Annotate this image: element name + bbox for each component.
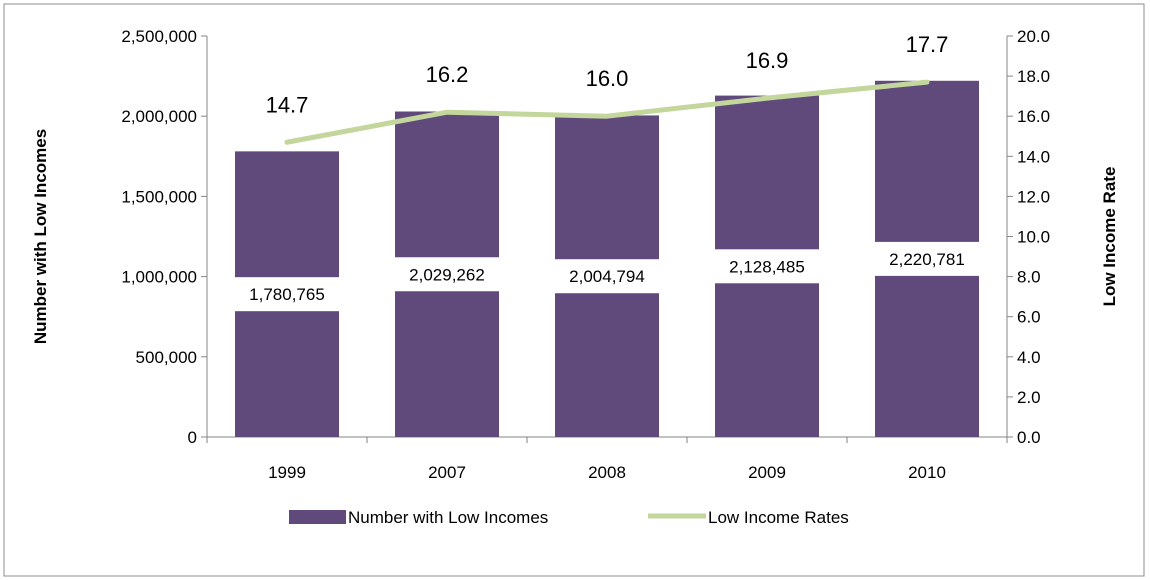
- right-tick-label: 18.0: [1017, 67, 1050, 86]
- x-tick-label: 2010: [908, 463, 946, 482]
- bar-data-label-box: [395, 257, 499, 292]
- line-data-label: 16.0: [586, 66, 629, 91]
- legend-bar-label: Number with Low Incomes: [348, 508, 548, 527]
- bar-data-label: 2,004,794: [569, 267, 645, 286]
- bar-data-label-box: [715, 249, 819, 284]
- x-tick-label: 2009: [748, 463, 786, 482]
- left-tick-label: 1,000,000: [121, 268, 197, 287]
- right-axis-title: Low Income Rate: [1100, 167, 1119, 307]
- line-layer: 14.7 16.2 16.0 16.9 17.7: [266, 32, 949, 145]
- legend: Number with Low Incomes Low Income Rates: [289, 508, 849, 527]
- right-tick-label: 16.0: [1017, 107, 1050, 126]
- right-tick-label: 12.0: [1017, 187, 1050, 206]
- legend-line-label: Low Income Rates: [708, 508, 849, 527]
- left-tick-label: 2,500,000: [121, 27, 197, 46]
- rate-line: [284, 79, 930, 145]
- bar-data-label: 2,128,485: [729, 257, 805, 276]
- left-tick-label: 2,000,000: [121, 107, 197, 126]
- bar-data-label-box: [235, 277, 339, 312]
- line-data-label: 14.7: [266, 92, 309, 117]
- x-tick-label: 2008: [588, 463, 626, 482]
- right-tick-label: 2.0: [1017, 388, 1041, 407]
- left-tick-label: 0: [188, 428, 197, 447]
- left-axis-title: Number with Low Incomes: [31, 129, 50, 344]
- left-tick-label: 500,000: [136, 348, 197, 367]
- axes-layer: 0 500,000 1,000,000 1,500,000 2,000,000 2,500…: [31, 27, 1119, 482]
- right-tick-label: 20.0: [1017, 27, 1050, 46]
- left-tick-label: 1,500,000: [121, 187, 197, 206]
- legend-bar-swatch: [289, 510, 346, 524]
- right-tick-label: 0.0: [1017, 428, 1041, 447]
- bar-labels-layer: 1,780,765 2,029,262 2,004,794 2,128,485 2,22…: [235, 241, 979, 312]
- bar-data-label: 2,220,781: [889, 250, 965, 269]
- line-data-label: 16.2: [426, 62, 469, 87]
- x-tick-label: 1999: [268, 463, 306, 482]
- bar-data-label: 2,029,262: [409, 265, 485, 284]
- x-tick-label: 2007: [428, 463, 466, 482]
- bar-data-label: 1,780,765: [249, 285, 325, 304]
- line-data-label: 17.7: [906, 32, 949, 57]
- right-tick-label: 14.0: [1017, 147, 1050, 166]
- bar-data-label-box: [555, 259, 659, 294]
- right-tick-label: 4.0: [1017, 348, 1041, 367]
- right-tick-label: 8.0: [1017, 268, 1041, 287]
- right-tick-label: 10.0: [1017, 228, 1050, 247]
- bar-data-label-box: [875, 241, 979, 276]
- right-tick-label: 6.0: [1017, 308, 1041, 327]
- line-data-label: 16.9: [746, 48, 789, 73]
